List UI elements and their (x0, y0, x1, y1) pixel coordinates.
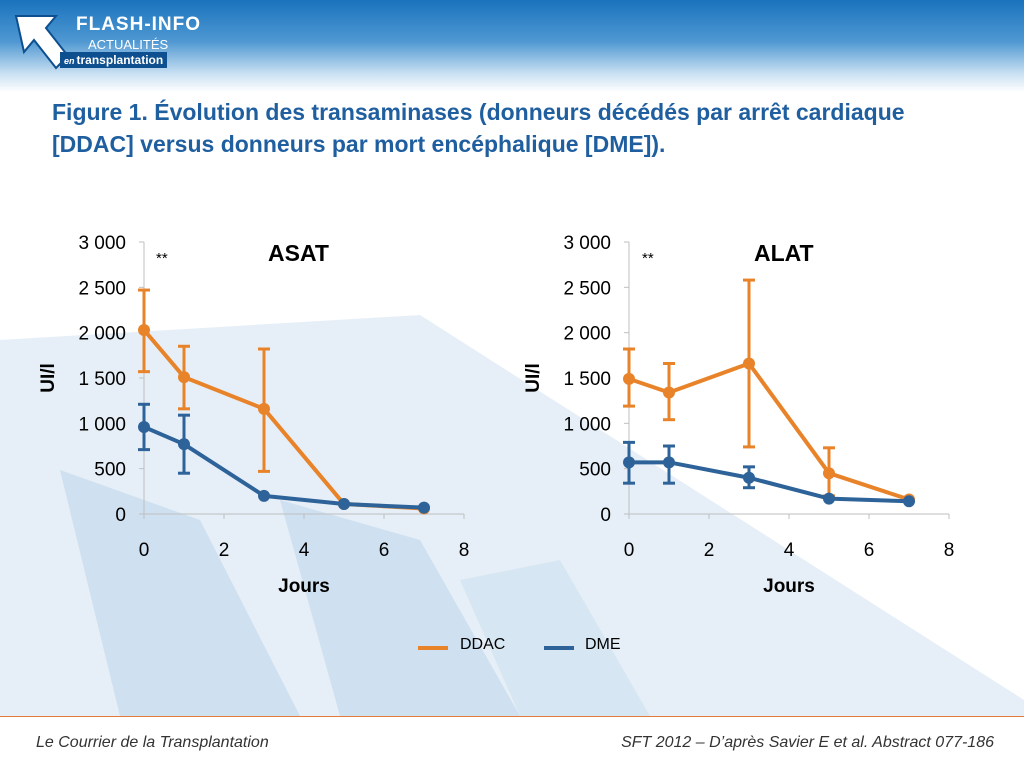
asat-significance: ** (156, 250, 168, 267)
alat-ddac-data-point (663, 386, 675, 399)
asat-y-tick-label: 0 (115, 505, 126, 526)
alat-x-tick-label: 2 (704, 540, 715, 561)
legend-label-ddac: DDAC (460, 636, 506, 653)
asat-x-tick-label: 0 (139, 540, 150, 561)
alat-ddac-data-point (823, 467, 835, 480)
alat-ddac-series-line (628, 361, 910, 502)
alat-x-tick-label: 4 (784, 540, 795, 561)
alat-y-tick-label: 3 000 (563, 233, 611, 254)
asat-ddac-data-point (178, 371, 190, 384)
asat-y-tick-label: 1 000 (78, 414, 126, 435)
asat-y-tick-label: 3 000 (78, 233, 126, 254)
logo-line-3: en transplantation (60, 52, 168, 68)
alat-dme-data-point (663, 456, 675, 469)
alat-y-tick-label: 1 500 (563, 369, 611, 390)
alat-y-tick-label: 2 000 (563, 324, 611, 345)
alat-y-tick-label: 0 (600, 505, 611, 526)
background-arrow-shape (280, 500, 520, 716)
footer-journal: Le Courrier de la Transplantation (36, 734, 269, 751)
alat-dme-data-point (903, 495, 915, 508)
logo-line-2: ACTUALITÉS (88, 37, 169, 52)
logo-line-1: FLASH-INFO (76, 14, 202, 35)
asat-dme-data-point (338, 498, 350, 511)
asat-y-tick-label: 2 000 (78, 324, 126, 345)
alat-y-axis-label: UI/l (523, 363, 544, 393)
asat-y-tick-label: 500 (94, 460, 126, 481)
alat-x-tick-label: 6 (864, 540, 875, 561)
logo-line-3-prefix: en (64, 56, 75, 66)
asat-ddac-data-point (138, 323, 150, 336)
alat-panel-title: ALAT (754, 240, 814, 266)
asat-y-tick-label: 1 500 (78, 369, 126, 390)
flash-info-logo: FLASH-INFO ACTUALITÉS en transplantation (12, 10, 212, 74)
logo-line-3-text: transplantation (76, 53, 164, 67)
asat-x-tick-label: 2 (219, 540, 230, 561)
legend-swatch-ddac (418, 646, 448, 650)
legend-swatch-dme (544, 646, 574, 650)
alat-ddac-data-point (743, 357, 755, 370)
alat-x-tick-label: 0 (624, 540, 635, 561)
asat-ddac-series-line (142, 328, 425, 511)
asat-ddac-data-point (258, 402, 270, 415)
chart-legend: DDAC DME (0, 636, 1024, 656)
asat-panel-title: ASAT (268, 240, 329, 266)
alat-x-tick-label: 8 (944, 540, 955, 561)
header-band (0, 0, 1024, 92)
asat-x-axis-label: Jours (278, 576, 330, 597)
figure-title: Figure 1. Évolution des transaminases (d… (52, 99, 905, 157)
alat-dme-data-point (623, 456, 635, 469)
alat-ddac-data-point (623, 372, 635, 385)
background-arrow-shape (460, 560, 650, 716)
asat-dme-data-point (138, 420, 150, 433)
asat-dme-data-point (178, 438, 190, 451)
footer-divider (0, 716, 1024, 717)
asat-dme-data-point (418, 501, 430, 514)
alat-dme-data-point (743, 471, 755, 484)
background-arrow-shape (0, 315, 1024, 716)
legend-label-dme: DME (585, 636, 621, 653)
asat-x-tick-label: 4 (299, 540, 310, 561)
alat-x-axis-label: Jours (763, 576, 815, 597)
alat-dme-data-point (823, 492, 835, 505)
alat-y-tick-label: 500 (579, 460, 611, 481)
asat-dme-data-point (258, 489, 270, 502)
asat-y-axis-label: UI/l (38, 363, 59, 393)
alat-y-tick-label: 1 000 (563, 414, 611, 435)
alat-significance: ** (642, 250, 654, 267)
asat-x-tick-label: 6 (379, 540, 390, 561)
alat-y-tick-label: 2 500 (563, 278, 611, 299)
asat-x-tick-label: 8 (459, 540, 470, 561)
footer-source: SFT 2012 – D’après Savier E et al. Abstr… (621, 734, 994, 751)
asat-y-tick-label: 2 500 (78, 278, 126, 299)
background-arrow-shape (60, 470, 300, 716)
